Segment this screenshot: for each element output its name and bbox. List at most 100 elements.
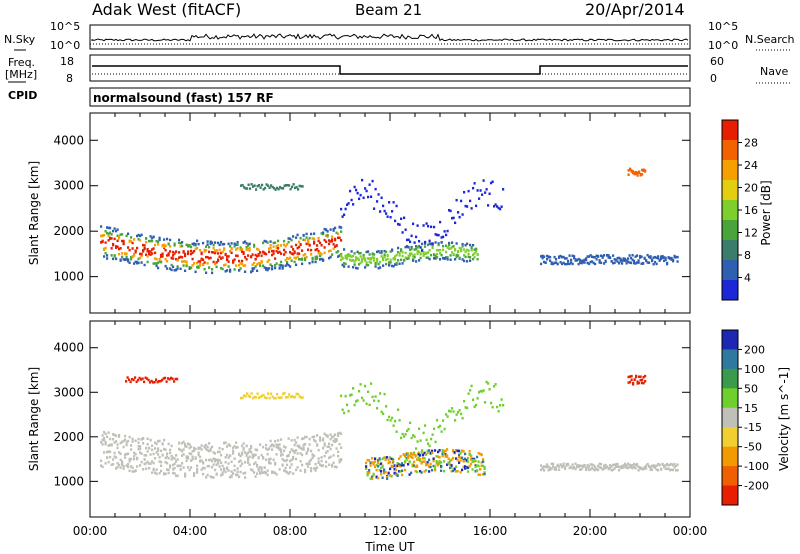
echo-cell (358, 263, 361, 266)
echo-cell (635, 374, 638, 378)
echo-cell (293, 451, 296, 455)
echo-cell (476, 257, 479, 261)
echo-cell (176, 458, 179, 461)
echo-cell (292, 455, 295, 459)
colorbar-swatch (722, 349, 738, 370)
echo-cell (193, 449, 196, 452)
echo-cell (451, 251, 454, 254)
echo-cell (464, 457, 467, 461)
echo-cell (655, 468, 658, 471)
echo-cell (591, 463, 594, 466)
echo-cell (389, 419, 392, 422)
echo-cell (250, 450, 253, 454)
echo-cell (248, 246, 251, 250)
echo-cell (610, 465, 613, 468)
x-tick-label: 04:00 (173, 524, 208, 538)
echo-cell (293, 438, 296, 442)
echo-cell (332, 461, 335, 464)
echo-cell (251, 469, 254, 472)
echo-cell (239, 459, 242, 462)
echo-cell (256, 472, 259, 475)
echo-cell (588, 468, 591, 472)
echo-cell (184, 475, 187, 478)
echo-cell (149, 438, 152, 442)
echo-cell (446, 463, 449, 466)
echo-cell (148, 239, 151, 243)
echo-cell (130, 448, 133, 451)
echo-cell (266, 469, 269, 472)
echo-cell (179, 267, 182, 271)
echo-cell (134, 250, 137, 254)
echo-cell (394, 263, 397, 266)
echo-cell (254, 253, 257, 257)
echo-cell (475, 247, 478, 251)
echo-cell (196, 247, 199, 250)
echo-cell (540, 468, 543, 472)
echo-cell (448, 241, 451, 245)
y-tick-label: 2000 (53, 430, 84, 444)
echo-cell (362, 399, 365, 402)
echo-cell (226, 467, 229, 470)
echo-cell (371, 461, 374, 464)
echo-cell (368, 403, 371, 407)
echo-cell (410, 252, 413, 256)
echo-cell (343, 248, 346, 251)
echo-cell (139, 234, 142, 238)
echo-cell (473, 460, 476, 463)
echo-cell (594, 262, 597, 266)
echo-cell (272, 471, 275, 474)
echo-cell (319, 254, 322, 258)
echo-cell (389, 474, 392, 477)
echo-cell (470, 462, 473, 466)
echo-cell (209, 447, 212, 451)
echo-cell (461, 449, 464, 453)
echo-cell (422, 254, 425, 257)
echo-cell (127, 452, 130, 456)
colorbar-swatch (722, 330, 738, 350)
echo-cell (311, 435, 314, 439)
echo-cell (139, 451, 142, 454)
echo-cell (445, 250, 448, 254)
echo-cell (208, 449, 211, 453)
echo-cell (377, 193, 380, 196)
echo-cell (323, 444, 326, 447)
echo-cell (422, 251, 425, 254)
echo-cell (205, 255, 208, 259)
echo-cell (586, 255, 589, 258)
echo-cell (404, 468, 407, 472)
echo-cell (169, 464, 172, 467)
echo-cell (352, 259, 355, 262)
echo-cell (655, 464, 658, 467)
echo-cell (298, 252, 301, 255)
echo-cell (340, 258, 343, 262)
echo-cell (427, 224, 430, 228)
echo-cell (279, 186, 282, 189)
echo-cell (540, 255, 543, 258)
echo-cell (440, 253, 443, 257)
echo-cell (101, 434, 104, 437)
echo-cell (406, 257, 409, 260)
echo-cell (382, 256, 385, 260)
echo-cell (652, 256, 655, 259)
echo-cell (211, 445, 214, 449)
echo-cell (568, 466, 571, 470)
echo-cell (265, 458, 268, 462)
echo-cell (639, 378, 642, 382)
echo-cell (173, 462, 176, 466)
echo-cell (458, 461, 461, 464)
echo-cell (326, 235, 329, 238)
echo-cell (346, 255, 349, 258)
echo-cell (200, 257, 203, 261)
echo-cell (426, 449, 429, 453)
echo-cell (191, 455, 194, 458)
echo-cell (151, 444, 154, 448)
colorbar-tick-label: -200 (744, 480, 769, 493)
echo-cell (323, 442, 326, 445)
echo-cell (167, 456, 170, 460)
echo-cell (436, 418, 439, 422)
echo-cell (358, 389, 361, 393)
echo-cell (437, 425, 440, 429)
echo-cell (464, 204, 467, 208)
echo-cell (588, 465, 591, 468)
echo-cell (137, 238, 140, 241)
